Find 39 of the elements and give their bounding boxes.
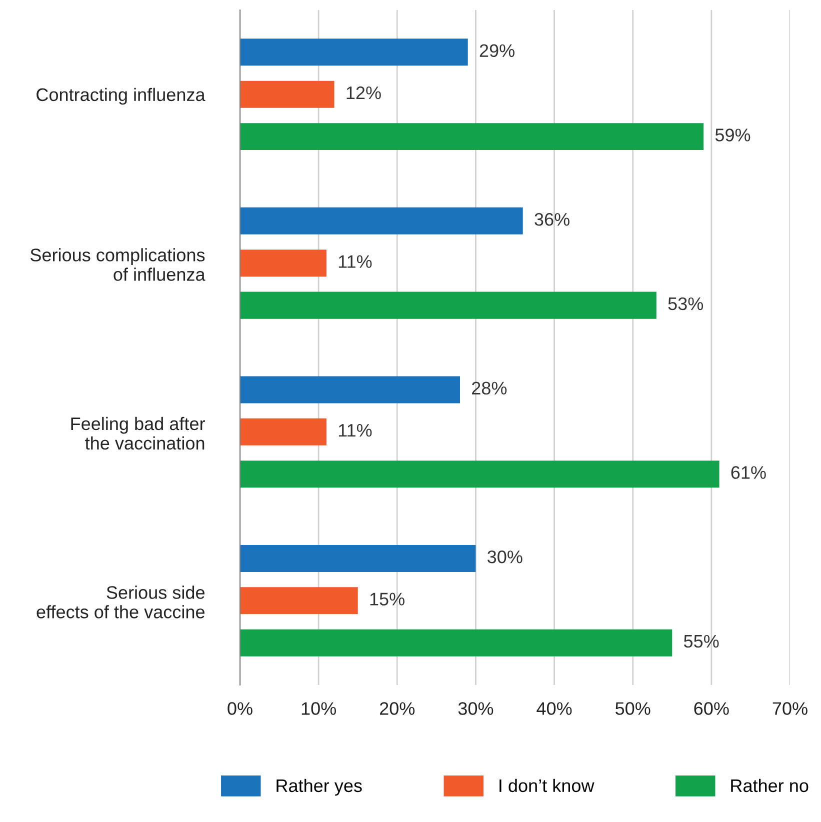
x-tick-label: 10% [302,702,336,715]
x-tick-label: 30% [458,702,494,715]
x-tick-label: 20% [380,702,415,715]
data-label: 12% [346,86,381,100]
bar [240,587,358,614]
bar [240,376,460,404]
x-tick-label: 0% [228,702,252,715]
y-tick-label: Contracting influenza [36,88,206,105]
bar [240,418,326,446]
data-label: 53% [668,297,704,310]
data-label: 36% [534,213,570,226]
data-label: 61% [731,466,766,479]
bar [240,460,720,488]
data-label: 30% [488,550,522,564]
x-tick-label: 50% [616,702,650,715]
legend-label: Rather no [731,778,808,792]
bar [240,207,523,234]
bar [240,123,704,150]
data-label: 15% [370,592,404,606]
data-label: 55% [684,634,719,648]
x-tick-label: 70% [772,702,808,715]
bar [240,544,476,572]
bar [240,250,326,277]
bar [240,629,672,656]
y-tick-label: Serious side effects of the vaccine [36,586,204,618]
data-label: 11% [338,255,372,268]
bar [240,292,656,319]
y-tick-label: Serious complications of influenza [30,248,206,281]
x-tick-label: 60% [694,702,729,715]
data-label: 28% [472,382,507,395]
legend-label: I don’t know [500,778,594,792]
bar [240,38,468,66]
legend-label: Rather yes [276,778,362,796]
data-label: 59% [715,128,750,142]
x-tick-label: 40% [536,702,572,715]
y-tick-label: Feeling bad after the vaccination [71,416,205,450]
data-label: 29% [480,44,514,58]
data-label: 11% [338,424,372,437]
bar [240,80,334,108]
